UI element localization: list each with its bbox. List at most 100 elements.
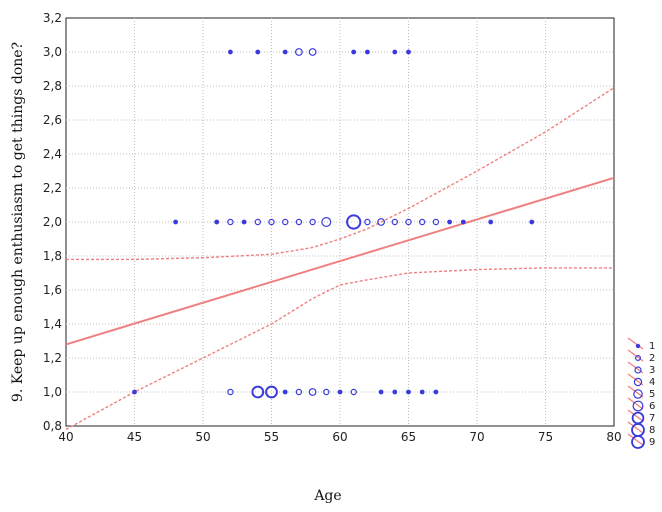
legend-label-9: 9 bbox=[649, 437, 655, 448]
y-tick-label-0: 0,8 bbox=[43, 419, 62, 433]
y-tick-label-11: 3,0 bbox=[43, 45, 62, 59]
data-point-1 bbox=[255, 49, 261, 55]
legend-line-8 bbox=[627, 421, 644, 434]
legend-label-2: 2 bbox=[649, 353, 655, 364]
y-tick-label-7: 2,2 bbox=[43, 181, 62, 195]
legend-label-6: 6 bbox=[649, 401, 655, 412]
data-point-41 bbox=[392, 389, 398, 395]
y-tick-labels: 0,8 1,0 1,2 1,4 1,6 1,8 2,0 2,2 2,4 2,6 2,8 3,0 3,2 bbox=[43, 11, 62, 433]
y-tick-label-12: 3,2 bbox=[43, 11, 62, 25]
data-point-40 bbox=[378, 389, 384, 395]
legend-label-3: 3 bbox=[649, 365, 655, 376]
legend-line-9 bbox=[627, 433, 644, 446]
data-point-16 bbox=[295, 218, 303, 226]
data-point-0 bbox=[227, 49, 233, 55]
data-point-34 bbox=[282, 389, 288, 395]
data-point-13 bbox=[254, 218, 261, 226]
legend-marker-4 bbox=[633, 377, 643, 387]
x-tick-label-2: 50 bbox=[195, 430, 210, 444]
data-point-28 bbox=[488, 219, 494, 225]
y-tick-label-3: 1,4 bbox=[43, 317, 62, 331]
data-point-12 bbox=[241, 219, 247, 225]
x-tick-label-7: 75 bbox=[538, 430, 553, 444]
data-point-20 bbox=[364, 218, 371, 226]
data-points bbox=[132, 48, 535, 399]
confidence-bands bbox=[65, 87, 615, 431]
data-point-11 bbox=[227, 218, 234, 226]
y-axis-title: 9. Keep up enough enthusiasm to get thin… bbox=[10, 42, 26, 402]
x-tick-label-1: 45 bbox=[127, 430, 142, 444]
x-tick-label-6: 70 bbox=[469, 430, 484, 444]
regression-line bbox=[65, 176, 615, 346]
data-point-38 bbox=[337, 389, 343, 395]
legend-line-7 bbox=[627, 409, 644, 422]
data-point-25 bbox=[432, 218, 440, 226]
legend-marker-5 bbox=[633, 389, 643, 399]
data-point-2 bbox=[282, 49, 288, 55]
legend-marker-3 bbox=[634, 366, 642, 374]
legend-marker-1 bbox=[635, 343, 641, 349]
y-tick-label-8: 2,4 bbox=[43, 147, 62, 161]
y-tick-label-2: 1,2 bbox=[43, 351, 62, 365]
data-point-44 bbox=[433, 389, 439, 395]
data-point-39 bbox=[350, 388, 357, 396]
data-point-35 bbox=[295, 388, 303, 396]
data-point-15 bbox=[282, 218, 289, 226]
data-point-5 bbox=[351, 49, 357, 55]
y-tick-label-5: 1,8 bbox=[43, 249, 62, 263]
data-point-29 bbox=[529, 219, 535, 225]
data-point-21 bbox=[377, 218, 386, 226]
data-point-18 bbox=[321, 217, 332, 228]
legend-label-4: 4 bbox=[649, 377, 655, 388]
x-tick-label-3: 55 bbox=[264, 430, 279, 444]
data-point-14 bbox=[268, 218, 275, 226]
data-point-7 bbox=[392, 49, 398, 55]
data-point-37 bbox=[323, 388, 330, 396]
y-tick-label-10: 2,8 bbox=[43, 79, 62, 93]
legend-marker-6 bbox=[632, 400, 644, 412]
data-point-8 bbox=[406, 49, 411, 55]
x-tick-label-4: 60 bbox=[332, 430, 347, 444]
legend-marker-2 bbox=[634, 355, 641, 362]
data-point-26 bbox=[447, 219, 453, 225]
legend-label-5: 5 bbox=[649, 389, 655, 400]
fit-line bbox=[65, 176, 615, 346]
y-tick-label-4: 1,6 bbox=[43, 283, 62, 297]
legend-label-1: 1 bbox=[649, 341, 655, 352]
confidence-lower-line bbox=[65, 267, 614, 431]
y-tick-label-9: 2,6 bbox=[43, 113, 62, 127]
data-point-23 bbox=[405, 218, 412, 226]
data-point-4 bbox=[308, 48, 317, 56]
data-point-10 bbox=[214, 219, 220, 225]
data-point-9 bbox=[173, 219, 179, 225]
data-point-24 bbox=[419, 218, 426, 226]
x-tick-labels: 40 45 50 55 60 65 70 75 80 bbox=[58, 430, 621, 444]
data-point-33 bbox=[265, 385, 278, 399]
data-point-36 bbox=[308, 388, 317, 396]
data-point-30 bbox=[132, 389, 137, 395]
data-point-17 bbox=[309, 218, 316, 226]
legend-label-8: 8 bbox=[649, 425, 655, 436]
data-point-42 bbox=[406, 389, 411, 395]
data-point-27 bbox=[460, 219, 466, 225]
data-point-31 bbox=[227, 388, 234, 396]
x-axis-title: Age bbox=[313, 488, 341, 504]
data-point-6 bbox=[365, 49, 370, 55]
data-point-43 bbox=[419, 389, 425, 395]
data-point-3 bbox=[295, 48, 303, 56]
y-tick-label-1: 1,0 bbox=[43, 385, 62, 399]
legend-label-7: 7 bbox=[649, 413, 655, 424]
x-tick-label-8: 80 bbox=[606, 430, 621, 444]
legend-marker-9 bbox=[631, 435, 645, 449]
x-tick-label-0: 40 bbox=[58, 430, 73, 444]
confidence-upper-line bbox=[66, 87, 615, 261]
grid-lines bbox=[66, 18, 614, 426]
legend-line-6 bbox=[627, 397, 644, 410]
data-point-32 bbox=[251, 385, 265, 399]
legend-line-1 bbox=[627, 337, 644, 350]
y-tick-label-6: 2,0 bbox=[43, 215, 62, 229]
x-axis-title-box bbox=[234, 484, 562, 506]
data-point-19 bbox=[346, 214, 362, 230]
